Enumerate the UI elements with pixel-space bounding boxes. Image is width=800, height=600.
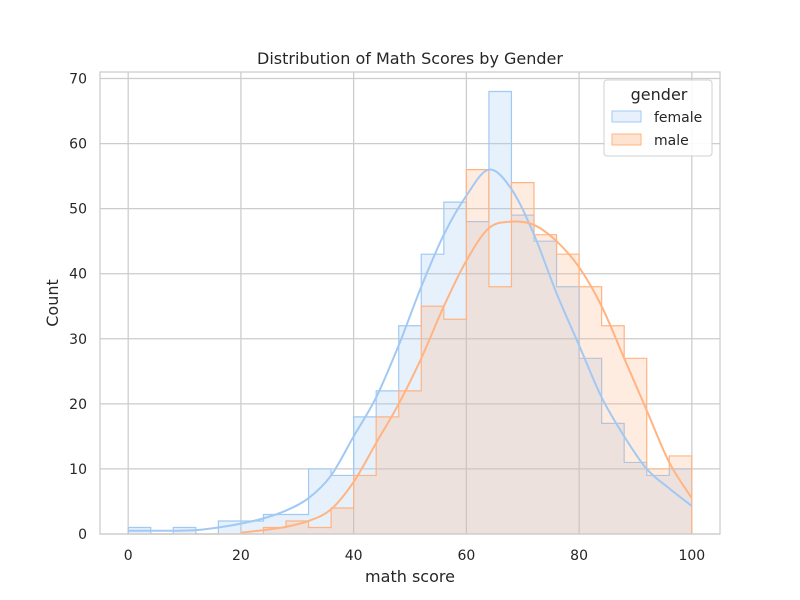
male-bar — [331, 507, 354, 534]
female-kde-line — [128, 168, 693, 532]
plot-frame — [99, 71, 721, 535]
x-tick-label: 0 — [124, 548, 133, 564]
female-bar — [534, 241, 557, 534]
y-tick-label: 20 — [69, 397, 87, 413]
female-bar — [646, 475, 670, 534]
female-bar — [601, 423, 625, 534]
x-tick-label: 60 — [457, 548, 475, 564]
male-bar — [263, 527, 286, 534]
male-kde-line — [240, 220, 693, 534]
male-bar — [579, 286, 602, 534]
y-tick-label: 0 — [78, 527, 87, 543]
x-tick-label: 80 — [570, 548, 588, 564]
y-tick-label: 30 — [69, 332, 87, 348]
male-bar — [601, 325, 625, 534]
female-step-outline — [127, 90, 693, 535]
male-bar — [624, 358, 647, 534]
legend-label-female: female — [654, 110, 702, 126]
male-bar — [488, 286, 512, 534]
female-bar — [556, 286, 580, 534]
female-bar — [398, 325, 422, 534]
male-bar — [421, 306, 444, 534]
x-axis-label: math score — [365, 567, 455, 586]
female-bar — [376, 390, 399, 534]
male-bar — [669, 455, 692, 534]
female-series — [127, 90, 693, 535]
x-tick-label: 20 — [232, 548, 250, 564]
legend-title: gender — [631, 85, 688, 104]
x-tick-label: 40 — [345, 548, 363, 564]
legend-swatch-female — [611, 110, 642, 123]
male-step-outline — [128, 169, 693, 535]
male-bar — [443, 319, 467, 534]
y-tick-label: 40 — [69, 267, 87, 283]
legend-label-male: male — [654, 133, 689, 149]
y-tick-label: 70 — [69, 72, 87, 88]
legend-swatch-male — [611, 133, 642, 146]
legend: gender female male — [603, 79, 713, 157]
female-bar — [511, 215, 534, 535]
y-axis-label: Count — [43, 279, 62, 327]
female-bar — [443, 202, 467, 534]
chart-title: Distribution of Math Scores by Gender — [257, 49, 563, 68]
female-bar — [579, 358, 602, 534]
y-tick-label: 60 — [69, 137, 87, 153]
x-tick-label: 100 — [678, 548, 705, 564]
female-bar — [669, 468, 692, 534]
male-bar — [353, 475, 377, 534]
tick-labels: 0 20 40 60 80 100 0 10 20 30 40 50 60 70 — [69, 72, 705, 564]
male-bar — [376, 416, 399, 534]
male-bar — [511, 182, 534, 534]
female-bar — [488, 91, 512, 535]
female-bar — [466, 221, 489, 534]
male-bar — [534, 234, 557, 534]
y-tick-label: 50 — [69, 202, 87, 218]
male-bar — [308, 527, 332, 534]
kde-curves — [128, 168, 693, 534]
male-bar — [556, 254, 580, 534]
female-bar — [421, 254, 444, 534]
male-bar — [286, 520, 309, 534]
male-bar — [398, 390, 422, 534]
male-bar — [466, 169, 489, 534]
female-bar — [624, 462, 647, 534]
male-series — [128, 169, 693, 535]
y-tick-label: 10 — [69, 462, 87, 478]
